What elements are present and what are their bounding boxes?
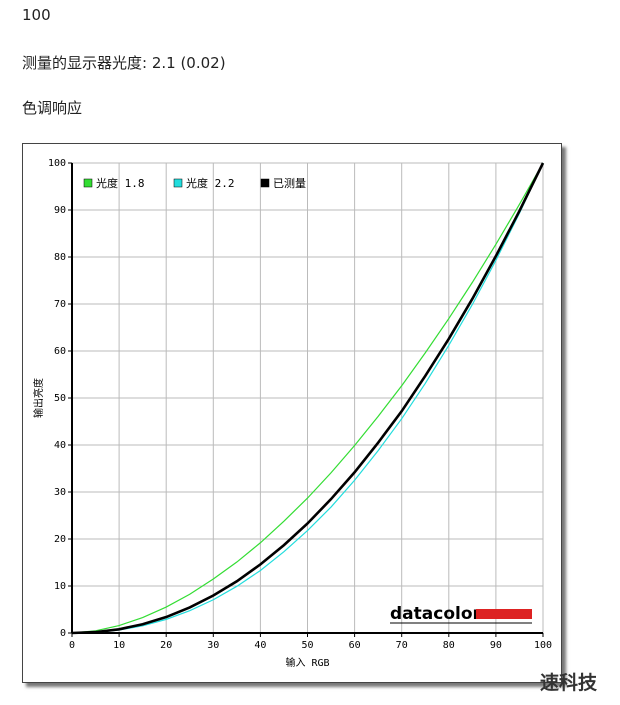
legend-swatch <box>260 178 270 188</box>
y-tick-label: 30 <box>54 487 66 498</box>
y-tick-label: 100 <box>48 158 66 169</box>
text-line: 100 <box>22 6 51 24</box>
series-line <box>71 162 544 634</box>
legend-swatch <box>83 178 93 188</box>
x-tick-label: 0 <box>69 640 75 651</box>
y-tick-label: 60 <box>54 346 66 357</box>
x-tick-label: 80 <box>443 640 455 651</box>
x-tick-label: 20 <box>160 640 172 651</box>
x-tick-label: 60 <box>349 640 361 651</box>
y-tick-label: 80 <box>54 252 66 263</box>
x-tick-label: 30 <box>207 640 219 651</box>
chart: 0 10 20 30 40 50 60 70 80 90 100 0 10 20 30 40 50 60 70 80 9… <box>32 158 552 669</box>
text-line: 色调响应 <box>22 99 83 117</box>
text-line: 测量的显示器光度: 2.1 (0.02) <box>22 54 226 72</box>
series-line <box>71 162 544 634</box>
y-tick-label: 0 <box>60 628 66 639</box>
y-tick-label: 10 <box>54 581 66 592</box>
y-tick-label: 90 <box>54 205 66 216</box>
x-tick-label: 40 <box>254 640 266 651</box>
x-tick-label: 90 <box>490 640 502 651</box>
chart-frame: 0 10 20 30 40 50 60 70 80 90 100 0 10 20 30 40 50 60 70 80 9… <box>22 143 562 683</box>
legend-swatch <box>173 178 183 188</box>
legend-label: 光度 2.2 <box>186 176 235 190</box>
y-tick-label: 40 <box>54 440 66 451</box>
x-axis-title: 输入 RGB <box>285 656 329 669</box>
series-line <box>71 162 545 635</box>
y-axis-title: 输出亮度 <box>32 378 45 418</box>
watermark: 速科技 <box>540 672 598 694</box>
logo-bar <box>476 609 532 619</box>
logo: datacolor <box>390 604 482 624</box>
y-tick-label: 50 <box>54 393 66 404</box>
x-tick-label: 10 <box>113 640 125 651</box>
x-tick-label: 100 <box>534 640 552 651</box>
x-tick-label: 50 <box>301 640 313 651</box>
legend-label: 光度 1.8 <box>96 176 145 190</box>
legend-label: 已测量 <box>273 177 306 190</box>
y-tick-label: 70 <box>54 299 66 310</box>
y-tick-label: 20 <box>54 534 66 545</box>
x-tick-label: 70 <box>396 640 408 651</box>
